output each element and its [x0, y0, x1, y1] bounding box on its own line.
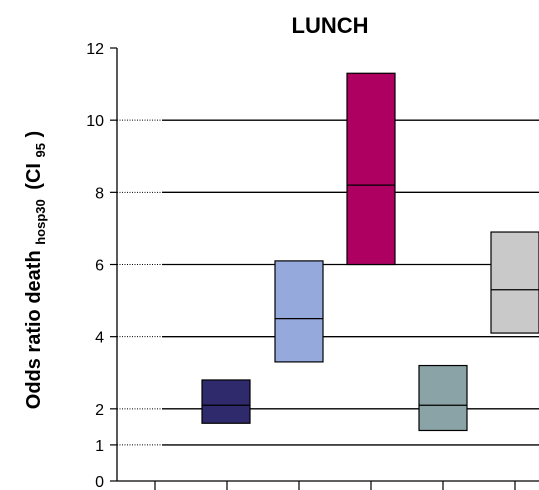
box-1 — [201, 379, 251, 424]
y-axis-label: Odds ratio death hosp30 (CI 95 ) — [23, 131, 50, 409]
box-4 — [418, 364, 468, 432]
box-5 — [490, 231, 539, 334]
boxes — [201, 72, 539, 432]
box-2 — [274, 260, 324, 363]
y-axis-label-main: Odds ratio death — [23, 250, 45, 409]
y-tick-label-0: 0 — [95, 474, 104, 490]
box-5-range — [490, 231, 539, 334]
y-tick-label-1: 1 — [95, 438, 104, 455]
y-tick-label-8: 8 — [95, 185, 104, 202]
y-tick-label-10: 10 — [86, 113, 104, 130]
y-axis-label-paren-open: (CI — [23, 163, 45, 190]
y-axis-label-sub1: hosp30 — [33, 199, 48, 245]
gridlines — [117, 119, 539, 446]
y-tick-label-4: 4 — [95, 330, 104, 347]
y-tick-label-2: 2 — [95, 402, 104, 419]
box-2-range — [274, 260, 324, 363]
box-4-range — [418, 364, 468, 432]
y-axis-label-paren-close: ) — [23, 131, 45, 138]
box-3 — [346, 72, 396, 266]
y-tick-label-6: 6 — [95, 258, 104, 275]
chart-title: LUNCH — [292, 13, 369, 38]
y-axis-label-sub2: 95 — [33, 143, 48, 157]
box-1-range — [201, 379, 251, 424]
box-3-range — [346, 72, 396, 266]
y-tick-label-12: 12 — [86, 41, 104, 58]
